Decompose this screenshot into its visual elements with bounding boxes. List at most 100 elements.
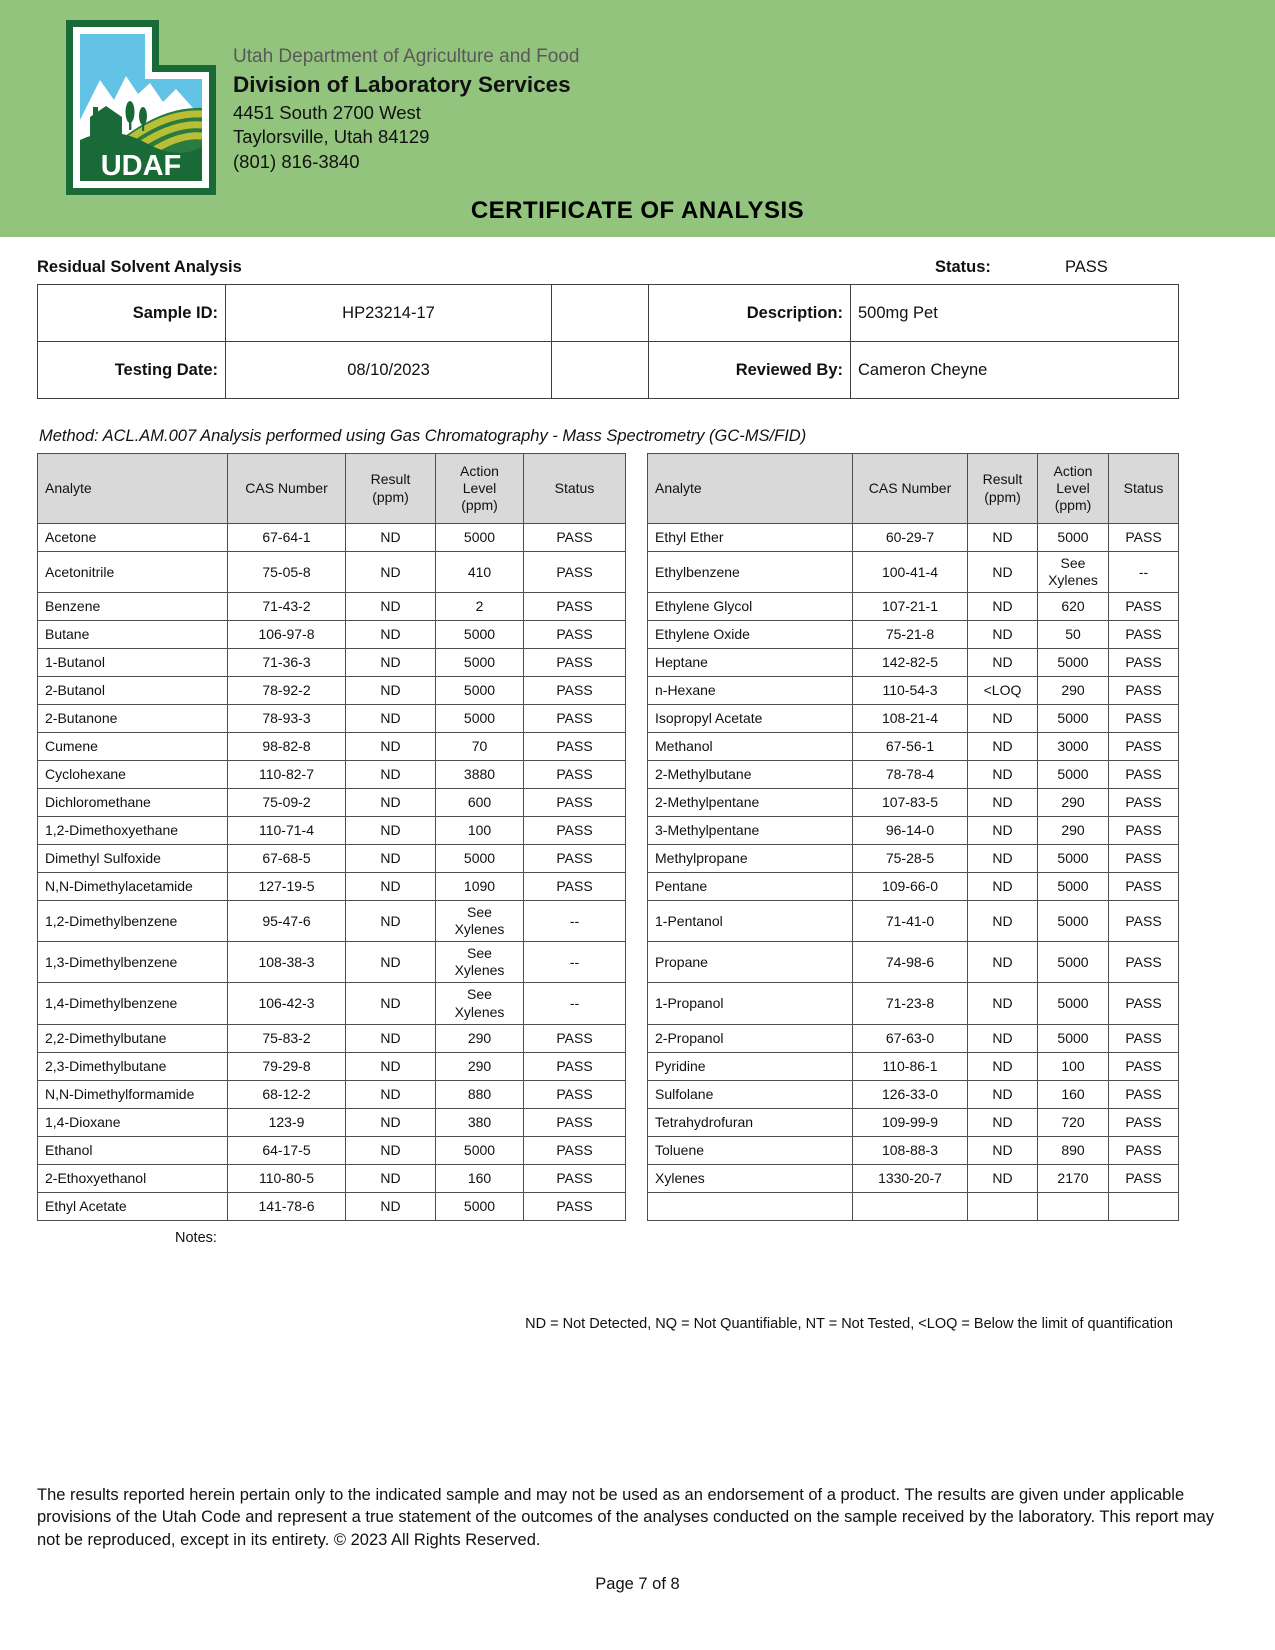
analyte-cell: 1,2-Dimethylbenzene	[37, 900, 228, 943]
info-spacer-cell	[551, 284, 649, 342]
status-cell: PASS	[1108, 648, 1179, 678]
table-spacer	[625, 1052, 648, 1081]
analyte-cell: Ethyl Ether	[647, 523, 853, 552]
cas-cell: 78-92-2	[227, 676, 346, 706]
status-cell: PASS	[523, 788, 626, 818]
cas-cell: 60-29-7	[852, 523, 968, 552]
cas-cell: 110-86-1	[852, 1051, 968, 1081]
table-row: 1,3-Dimethylbenzene 108-38-3 ND See Xylenes…	[37, 941, 1179, 984]
analyte-cell: Heptane	[647, 648, 853, 678]
status-cell	[1108, 1191, 1179, 1221]
table-row: Cumene 98-82-8 ND 70 PASS Methanol 67-56-1 ND 30…	[37, 732, 1179, 762]
status-cell: PASS	[1108, 941, 1179, 984]
table-row: 1-Butanol 71-36-3 ND 5000 PASS Heptane 142-82-…	[37, 648, 1179, 678]
cas-cell: 123-9	[227, 1107, 346, 1137]
table-row: 1,4-Dioxane 123-9 ND 380 PASS Tetrahydrofuran…	[37, 1107, 1179, 1137]
status-cell: PASS	[523, 760, 626, 790]
analyte-cell: Toluene	[647, 1135, 853, 1165]
testing-date-value: 08/10/2023	[225, 341, 552, 399]
logo-hill	[80, 132, 202, 181]
cas-cell: 71-36-3	[227, 648, 346, 678]
status-cell: PASS	[523, 816, 626, 846]
action-cell: 290	[1037, 676, 1109, 706]
result-cell: ND	[345, 1051, 436, 1081]
action-cell: 5000	[435, 844, 524, 874]
action-cell: 5000	[1037, 760, 1109, 790]
status-cell: PASS	[1108, 592, 1179, 622]
table-spacer	[625, 1164, 648, 1193]
status-cell: PASS	[1108, 676, 1179, 706]
barn-chimney	[93, 107, 98, 117]
action-cell: 410	[435, 550, 524, 594]
table-spacer	[625, 1080, 648, 1109]
cas-cell	[852, 1191, 968, 1221]
cas-cell: 106-97-8	[227, 620, 346, 650]
analyte-cell: Ethanol	[37, 1135, 228, 1165]
table-spacer	[625, 816, 648, 845]
status-cell: PASS	[523, 523, 626, 552]
analyte-cell: 2-Methylbutane	[647, 760, 853, 790]
analyte-cell: 1,3-Dimethylbenzene	[37, 941, 228, 984]
status-cell: PASS	[1108, 816, 1179, 846]
action-cell: 3880	[435, 760, 524, 790]
action-cell: See Xylenes	[1037, 550, 1109, 594]
analyte-cell: 1,4-Dioxane	[37, 1107, 228, 1137]
table-row: Ethanol 64-17-5 ND 5000 PASS Toluene 108-88-3 N…	[37, 1135, 1179, 1165]
action-cell: 290	[1037, 788, 1109, 818]
status-cell: PASS	[1108, 844, 1179, 874]
analyte-cell: 3-Methylpentane	[647, 816, 853, 846]
analyte-cell: Acetone	[37, 523, 228, 552]
table-spacer	[625, 453, 648, 524]
status-cell: PASS	[523, 676, 626, 706]
result-cell: ND	[345, 523, 436, 552]
status-cell: PASS	[1108, 523, 1179, 552]
cas-cell: 67-63-0	[852, 1023, 968, 1053]
tree-icon	[125, 101, 135, 123]
result-cell: ND	[345, 592, 436, 622]
analyte-cell: Cumene	[37, 732, 228, 762]
action-cell: 5000	[1037, 523, 1109, 552]
table-row: Acetonitrile 75-05-8 ND 410 PASS Ethylbenzene…	[37, 550, 1179, 594]
tree-trunk	[129, 121, 132, 130]
cas-cell: 78-78-4	[852, 760, 968, 790]
action-cell: 5000	[1037, 844, 1109, 874]
cas-cell: 74-98-6	[852, 941, 968, 984]
column-header-analyte: Analyte	[647, 453, 853, 524]
table-spacer	[625, 648, 648, 677]
action-cell: See Xylenes	[435, 941, 524, 984]
result-cell: ND	[345, 816, 436, 846]
table-row: 2,2-Dimethylbutane 75-83-2 ND 290 PASS 2-Prop…	[37, 1023, 1179, 1053]
cas-cell: 108-21-4	[852, 704, 968, 734]
status-cell: PASS	[523, 620, 626, 650]
action-cell: 5000	[1037, 900, 1109, 943]
cas-cell: 68-12-2	[227, 1079, 346, 1109]
table-spacer	[625, 1108, 648, 1137]
agency-name: Utah Department of Agriculture and Food	[233, 46, 580, 67]
analyte-cell: Ethylene Oxide	[647, 620, 853, 650]
cas-cell: 110-54-3	[852, 676, 968, 706]
analyte-cell: Dichloromethane	[37, 788, 228, 818]
table-spacer	[625, 1192, 648, 1221]
status-cell: PASS	[1108, 872, 1179, 902]
action-cell: 160	[435, 1163, 524, 1193]
result-cell: ND	[345, 550, 436, 594]
status-cell: PASS	[523, 1079, 626, 1109]
sample-info-table: Sample ID: HP23214-17 Description: 500mg…	[37, 284, 1179, 399]
cas-cell: 75-28-5	[852, 844, 968, 874]
status-cell: PASS	[523, 1191, 626, 1221]
table-spacer	[625, 982, 648, 1025]
method-line: Method: ACL.AM.007 Analysis performed us…	[39, 427, 807, 445]
analyte-cell: N,N-Dimethylformamide	[37, 1079, 228, 1109]
cas-cell: 78-93-3	[227, 704, 346, 734]
sample-id-label: Sample ID:	[37, 284, 226, 342]
result-cell: ND	[345, 788, 436, 818]
analyte-cell: N,N-Dimethylacetamide	[37, 872, 228, 902]
result-cell: ND	[967, 816, 1038, 846]
analyte-cell: n-Hexane	[647, 676, 853, 706]
status-label: Status:	[935, 258, 991, 276]
table-spacer	[625, 1136, 648, 1165]
status-cell: PASS	[523, 872, 626, 902]
table-spacer	[625, 1024, 648, 1053]
analyte-cell: Dimethyl Sulfoxide	[37, 844, 228, 874]
table-row: N,N-Dimethylformamide 68-12-2 ND 880 PASS Sul…	[37, 1079, 1179, 1109]
